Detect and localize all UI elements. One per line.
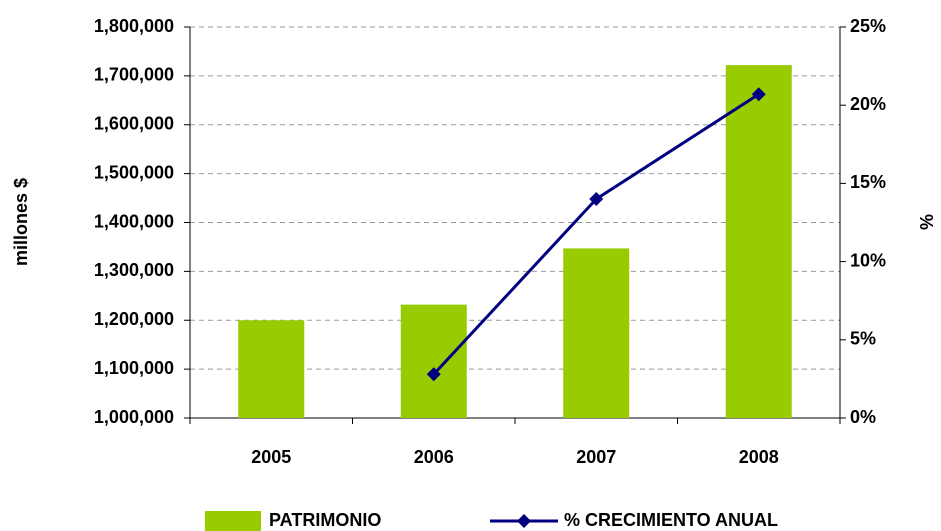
x-tick-label: 2008 — [739, 447, 779, 467]
y-tick-label: 1,500,000 — [94, 162, 174, 182]
y-tick-label: 1,800,000 — [94, 16, 174, 36]
y2-tick-label: 0% — [850, 407, 876, 427]
marker — [751, 87, 766, 102]
bar — [725, 65, 792, 418]
y-tick-label: 1,300,000 — [94, 260, 174, 280]
y-tick-label: 1,700,000 — [94, 65, 174, 85]
legend-label: % CRECIMIENTO ANUAL — [564, 510, 778, 530]
y-tick-label: 1,600,000 — [94, 114, 174, 134]
y2-tick-label: 20% — [850, 94, 886, 114]
y-tick-label: 1,000,000 — [94, 407, 174, 427]
legend-marker — [517, 514, 531, 528]
y-tick-label: 1,200,000 — [94, 309, 174, 329]
y2-axis-title: % — [917, 214, 937, 230]
legend-swatch — [205, 511, 261, 531]
y2-tick-label: 25% — [850, 16, 886, 36]
y-tick-label: 1,400,000 — [94, 211, 174, 231]
legend-label: PATRIMONIO — [269, 510, 381, 530]
y2-tick-label: 15% — [850, 172, 886, 192]
bar — [400, 304, 467, 418]
marker — [589, 192, 604, 207]
x-tick-label: 2007 — [576, 447, 616, 467]
marker — [426, 367, 441, 382]
x-tick-label: 2006 — [414, 447, 454, 467]
y-axis-title: millones $ — [11, 178, 31, 266]
y2-tick-label: 5% — [850, 329, 876, 349]
y2-tick-label: 10% — [850, 250, 886, 270]
x-tick-label: 2005 — [251, 447, 291, 467]
bar — [238, 320, 305, 418]
y-tick-label: 1,100,000 — [94, 358, 174, 378]
bar — [563, 248, 630, 418]
